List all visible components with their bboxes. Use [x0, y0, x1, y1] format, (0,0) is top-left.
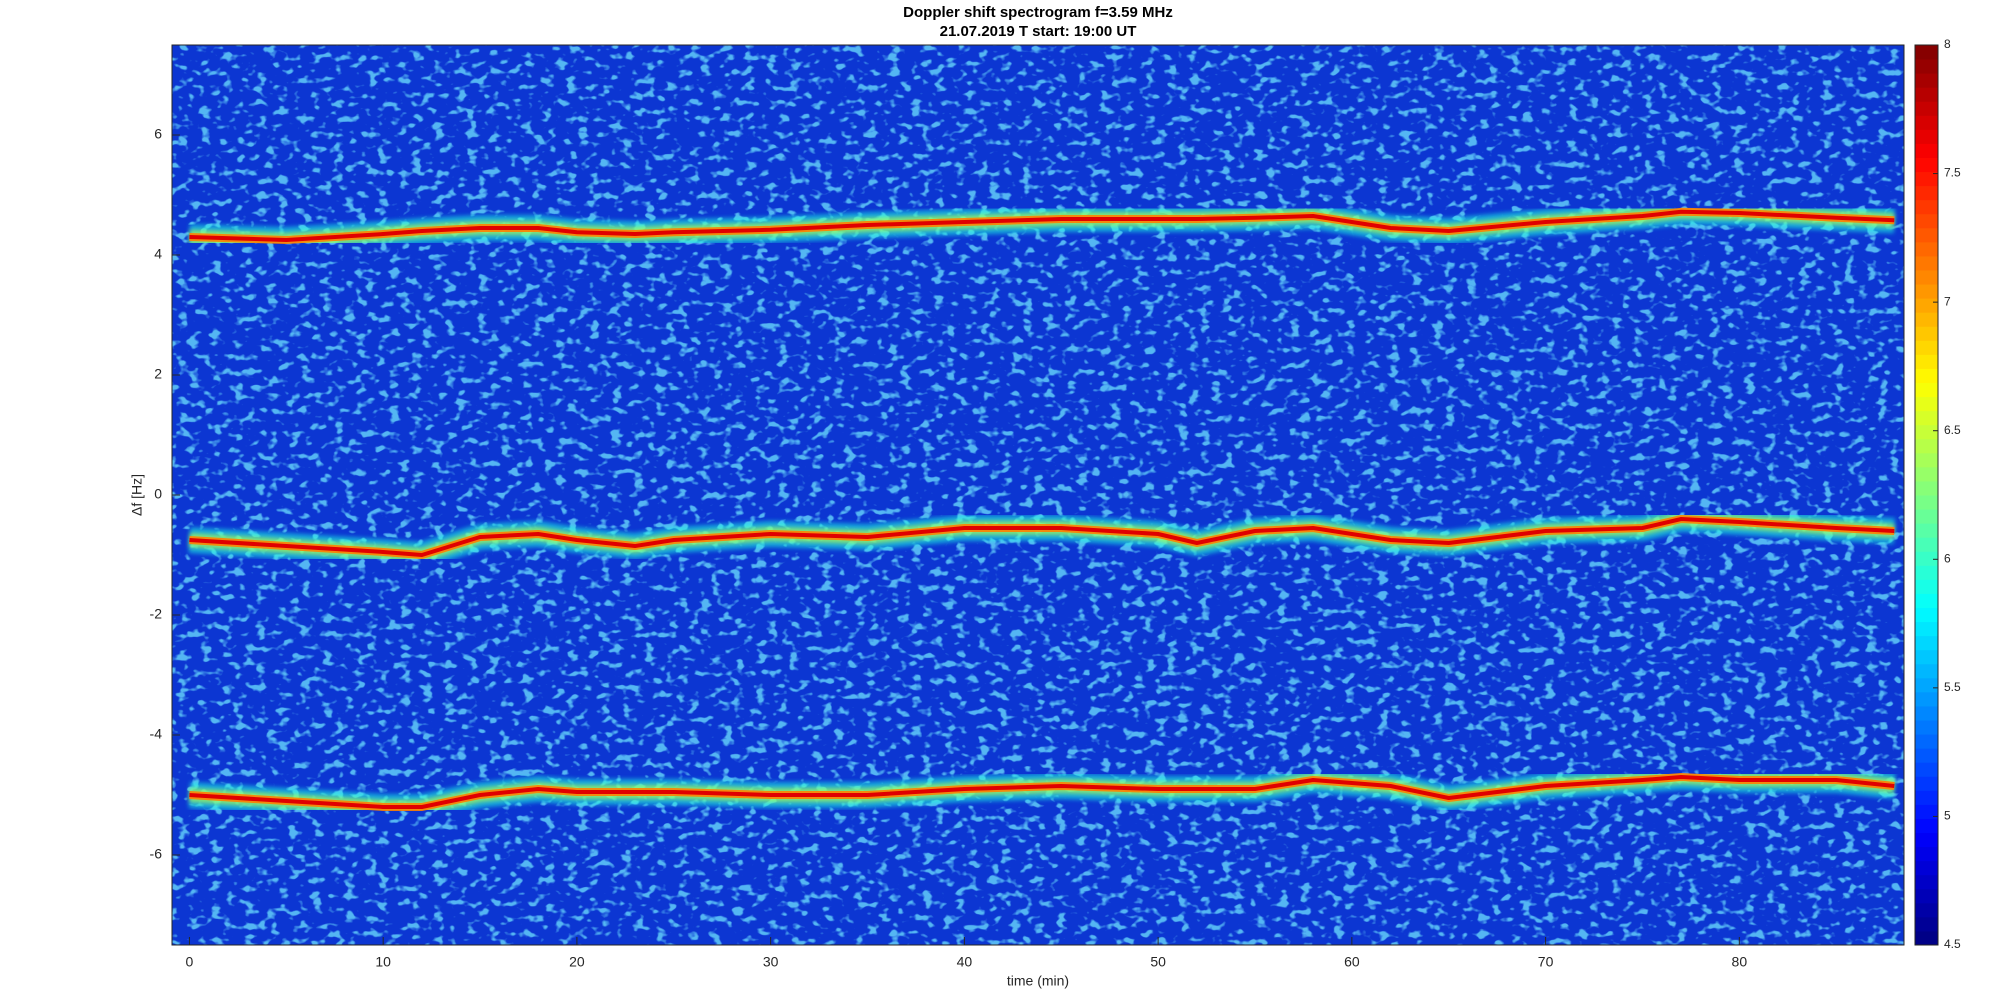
chart-title: Doppler shift spectrogram f=3.59 MHz [903, 4, 1173, 21]
colorbar-cell [1915, 340, 1938, 355]
colorbar-cell [1915, 804, 1938, 819]
x-tick-label: 50 [1150, 954, 1166, 970]
colorbar-cell [1915, 185, 1938, 201]
colorbar-cell [1915, 607, 1938, 623]
chart-subtitle: 21.07.2019 T start: 19:00 UT [940, 23, 1137, 40]
colorbar-cell [1915, 888, 1938, 904]
colorbar-cell [1915, 677, 1938, 693]
colorbar-cell [1915, 705, 1938, 721]
x-tick-label: 40 [957, 954, 973, 970]
colorbar-cell [1915, 354, 1938, 369]
colorbar-cell [1915, 59, 1938, 74]
colorbar-cell [1915, 143, 1938, 158]
bands [188, 198, 1896, 820]
x-tick-label: 80 [1732, 954, 1748, 970]
colorbar-cell [1915, 720, 1938, 735]
colorbar-cell [1915, 748, 1938, 763]
colorbar-cell [1915, 649, 1938, 665]
colorbar-cell [1915, 565, 1938, 580]
colorbar-cell [1915, 776, 1938, 791]
x-tick-label: 60 [1344, 954, 1360, 970]
colorbar-cell [1915, 691, 1938, 707]
colorbar-cell [1915, 452, 1938, 468]
colorbar-cell [1915, 73, 1938, 88]
colorbar-cell [1915, 846, 1938, 862]
colorbar-cell [1915, 255, 1938, 271]
colorbar-tick-label: 8 [1944, 37, 1951, 51]
colorbar: 4.5 5 5.5 6 6.5 7 7.5 8 [1914, 37, 1961, 951]
colorbar-cell [1915, 734, 1938, 749]
y-tick-label: -2 [150, 606, 163, 622]
colorbar-cell [1915, 832, 1938, 848]
colorbar-cell [1915, 790, 1938, 805]
colorbar-tick-label: 5 [1944, 809, 1951, 823]
colorbar-cell [1915, 663, 1938, 679]
colorbar-cell [1915, 551, 1938, 566]
colorbar-cell [1915, 171, 1938, 187]
colorbar-cell [1915, 298, 1938, 313]
y-tick-label: -4 [150, 726, 163, 742]
y-tick-label: 4 [154, 246, 162, 262]
y-tick-label: 6 [154, 126, 162, 142]
x-tick-label: 0 [186, 954, 194, 970]
colorbar-cell [1915, 762, 1938, 777]
colorbar-cell [1915, 438, 1938, 454]
colorbar-cell [1915, 621, 1938, 637]
x-tick-label: 70 [1538, 954, 1554, 970]
x-tick-label: 10 [375, 954, 391, 970]
colorbar-cell [1915, 157, 1938, 173]
colorbar-cell [1915, 213, 1938, 229]
colorbar-cell [1915, 537, 1938, 552]
colorbar-cell [1915, 45, 1938, 60]
colorbar-cell [1915, 818, 1938, 833]
colorbar-cell [1915, 87, 1938, 102]
colorbar-box [1914, 44, 1939, 946]
y-axis-label: Δf [Hz] [129, 474, 145, 516]
colorbar-cell [1915, 930, 1938, 946]
colorbar-cell [1915, 382, 1938, 398]
colorbar-tick-label: 5.5 [1944, 680, 1961, 694]
colorbar-cell [1915, 326, 1938, 341]
trace-core [189, 517, 1895, 557]
colorbar-cell [1915, 593, 1938, 608]
colorbar-cell [1915, 115, 1938, 130]
x-tick-label: 30 [763, 954, 779, 970]
colorbar-cell [1915, 241, 1938, 257]
colorbar-cell [1915, 129, 1938, 144]
colorbar-cell [1915, 227, 1938, 243]
colorbar-tick-label: 6.5 [1944, 423, 1961, 437]
x-tick-label: 20 [569, 954, 585, 970]
colorbar-cell [1915, 874, 1938, 890]
colorbar-cell [1915, 284, 1938, 299]
colorbar-cell [1915, 916, 1938, 932]
y-tick-label: -6 [150, 846, 163, 862]
colorbar-tick-label: 4.5 [1944, 937, 1961, 951]
colorbar-cell [1915, 902, 1938, 918]
colorbar-tick-label: 6 [1944, 551, 1951, 565]
colorbar-cell [1915, 424, 1938, 440]
colorbar-cell [1915, 101, 1938, 116]
colorbar-cell [1915, 270, 1938, 285]
x-axis-label: time (min) [1007, 973, 1069, 989]
colorbar-cell [1915, 480, 1938, 496]
y-tick-label: 2 [154, 366, 162, 382]
colorbar-cell [1915, 410, 1938, 426]
colorbar-cell [1915, 523, 1938, 538]
colorbar-cell [1915, 579, 1938, 594]
colorbar-cell [1915, 635, 1938, 651]
colorbar-cell [1915, 860, 1938, 876]
colorbar-cell [1915, 199, 1938, 215]
colorbar-cell [1915, 466, 1938, 482]
trace-core [189, 775, 1895, 809]
y-tick-label: 0 [154, 486, 162, 502]
colorbar-cell [1915, 396, 1938, 412]
colorbar-cell [1915, 368, 1938, 383]
colorbar-cell [1915, 495, 1938, 510]
colorbar-cell [1915, 509, 1938, 524]
colorbar-tick-label: 7.5 [1944, 166, 1961, 180]
trace-core [189, 209, 1895, 242]
colorbar-tick-label: 7 [1944, 294, 1951, 308]
colorbar-cell [1915, 312, 1938, 327]
